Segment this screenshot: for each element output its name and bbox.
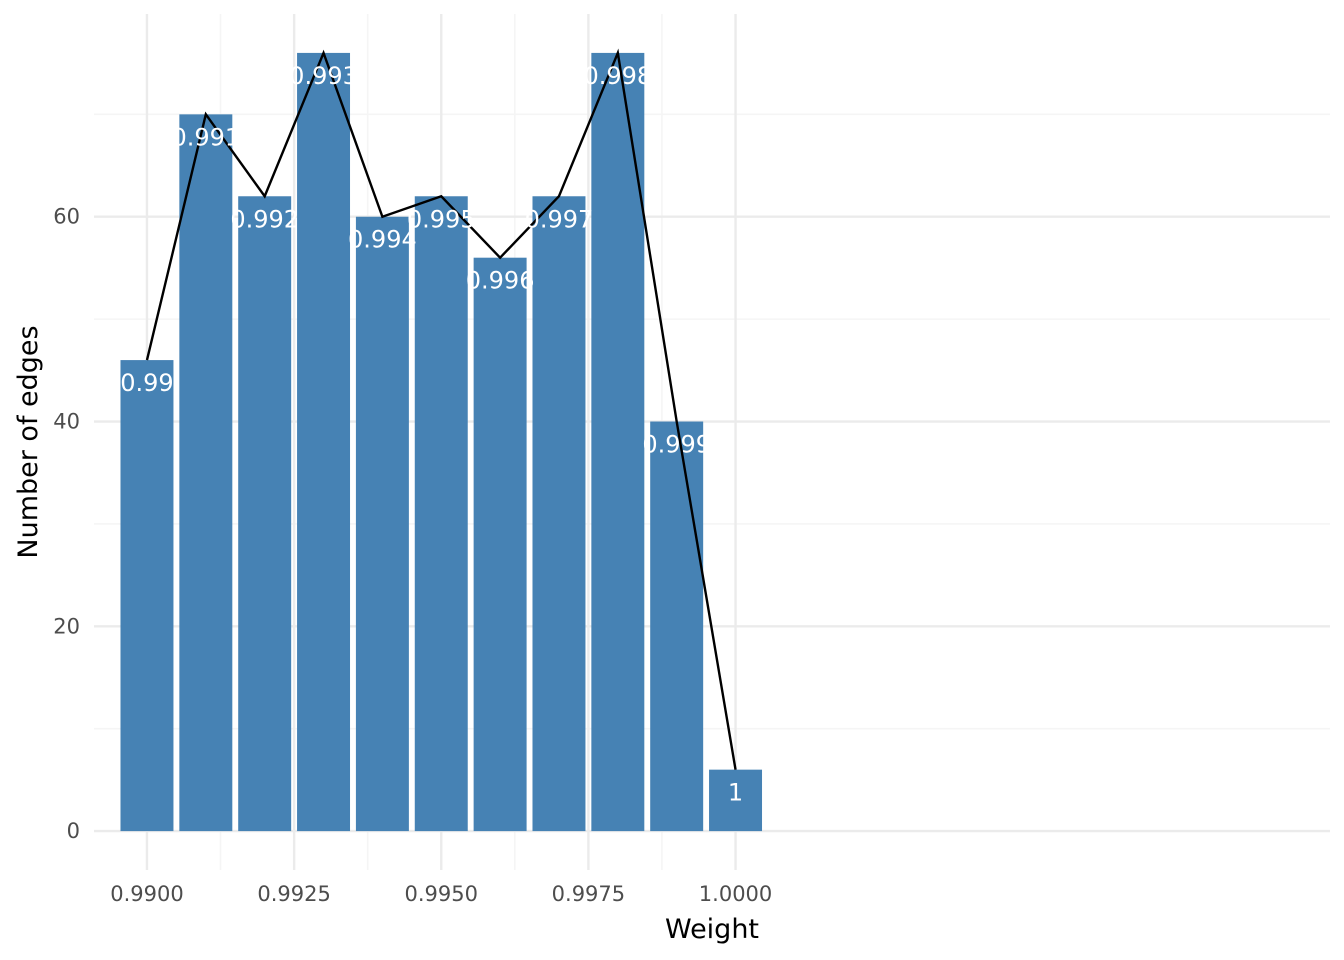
bar-label: 0.998 (583, 62, 652, 90)
bar-label: 0.995 (407, 205, 476, 233)
bar (650, 421, 704, 832)
bar-label: 0.997 (525, 205, 594, 233)
bar-label: 0.996 (466, 267, 535, 295)
bar (532, 196, 586, 832)
bar-label: 0.999 (642, 431, 711, 459)
x-tick-label: 0.9950 (405, 882, 478, 906)
x-tick-label: 0.9900 (110, 882, 183, 906)
series-line (145, 48, 737, 770)
x-axis-ticks: 0.9900 0.9925 0.9950 0.9975 1.0000 (110, 882, 772, 906)
bar (473, 257, 527, 832)
bars (120, 52, 763, 832)
y-axis-title: Number of edges (13, 325, 44, 558)
y-tick-label: 40 (53, 410, 80, 434)
bar (120, 360, 174, 832)
bar-label: 0.992 (230, 205, 299, 233)
x-tick-label: 1.0000 (699, 882, 772, 906)
y-tick-label: 60 (53, 205, 80, 229)
bar-label: 0.99 (120, 369, 173, 397)
bar (297, 52, 351, 832)
bar (709, 769, 763, 832)
bar-label: 1 (728, 779, 743, 807)
bar (414, 196, 468, 832)
x-axis-title: Weight (665, 914, 759, 945)
bar (179, 114, 233, 832)
bar (591, 52, 645, 832)
y-tick-label: 0 (67, 819, 80, 843)
bar-label: 0.993 (289, 62, 358, 90)
y-axis-ticks: 0 20 40 60 (53, 205, 80, 843)
bar-label: 0.991 (171, 123, 240, 151)
x-tick-label: 0.9925 (257, 882, 330, 906)
bar-label: 0.994 (348, 226, 417, 254)
bar (238, 196, 292, 832)
y-tick-label: 20 (53, 614, 80, 638)
bar (355, 216, 409, 832)
x-tick-label: 0.9975 (552, 882, 625, 906)
